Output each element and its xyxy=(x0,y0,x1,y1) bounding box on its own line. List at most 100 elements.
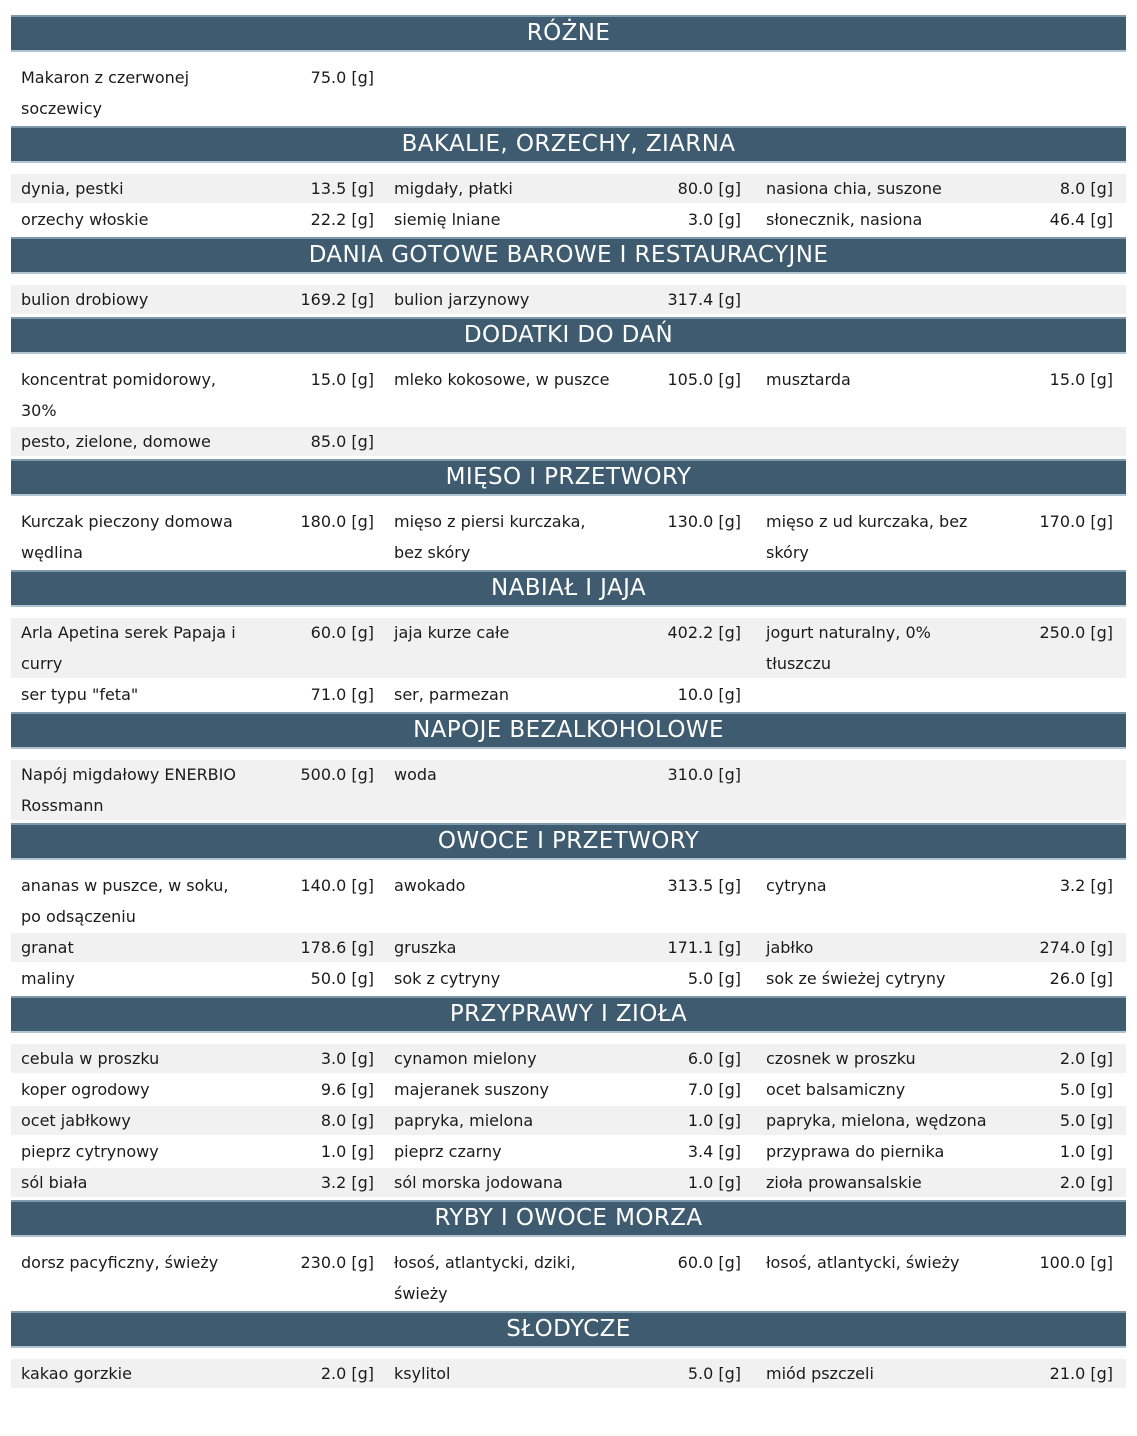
table-row: dorsz pacyficzny, świeży 230.0 [g] łosoś, … xyxy=(11,1247,1126,1309)
item-cell xyxy=(752,679,1126,710)
item-amount: 15.0 [g] xyxy=(1049,370,1113,389)
item-name: maliny xyxy=(21,969,75,988)
table-row: granat 178.6 [g] gruszka 171.1 [g] jabłko 274… xyxy=(11,932,1126,963)
item-amount: 100.0 [g] xyxy=(1039,1253,1113,1272)
item-cell: gruszka 171.1 [g] xyxy=(384,932,752,963)
item-name: sól biała xyxy=(21,1173,88,1192)
item-amount: 105.0 [g] xyxy=(667,370,741,389)
item-name: koper ogrodowy xyxy=(21,1080,150,1099)
item-cell: papryka, mielona, wędzona 5.0 [g] xyxy=(752,1105,1126,1136)
item-cell: słonecznik, nasiona 46.4 [g] xyxy=(752,204,1126,235)
item-name: pieprz cytrynowy xyxy=(21,1142,159,1161)
item-cell: ser, parmezan 10.0 [g] xyxy=(384,679,752,710)
section-title: RÓŻNE xyxy=(526,20,611,46)
item-amount: 8.0 [g] xyxy=(320,1111,374,1130)
item-amount: 5.0 [g] xyxy=(687,969,741,988)
item-name: Arla Apetina serek Papaja i curry xyxy=(21,623,236,673)
item-name: mięso z ud kurczaka, bez skóry xyxy=(766,512,968,562)
item-amount: 310.0 [g] xyxy=(667,765,741,784)
item-cell: jabłko 274.0 [g] xyxy=(752,932,1126,963)
item-cell: dorsz pacyficzny, świeży 230.0 [g] xyxy=(11,1247,384,1309)
item-amount: 3.2 [g] xyxy=(320,1173,374,1192)
table-row: koncentrat pomidorowy, 30% 15.0 [g] mleko … xyxy=(11,364,1126,426)
item-amount: 230.0 [g] xyxy=(300,1253,374,1272)
section-title: DODATKI DO DAŃ xyxy=(463,322,674,348)
item-cell: cytryna 3.2 [g] xyxy=(752,870,1126,932)
item-name: cebula w proszku xyxy=(21,1049,160,1068)
item-name: ksylitol xyxy=(394,1364,451,1383)
table-row: bulion drobiowy 169.2 [g] bulion jarzynowy… xyxy=(11,284,1126,315)
item-cell: nasiona chia, suszone 8.0 [g] xyxy=(752,173,1126,204)
section-header: RYBY I OWOCE MORZA xyxy=(11,1200,1126,1237)
item-cell: Arla Apetina serek Papaja i curry 60.0 [g… xyxy=(11,617,384,679)
table-row: Napój migdałowy ENERBIO Rossmann 500.0 [g… xyxy=(11,759,1126,821)
item-name: gruszka xyxy=(394,938,457,957)
item-amount: 130.0 [g] xyxy=(667,512,741,531)
item-name: ananas w puszce, w soku, po odsączeniu xyxy=(21,876,229,926)
item-name: siemię lniane xyxy=(394,210,501,229)
item-cell: czosnek w proszku 2.0 [g] xyxy=(752,1043,1126,1074)
item-amount: 80.0 [g] xyxy=(677,179,741,198)
section-title: MIĘSO I PRZETWORY xyxy=(445,464,692,490)
item-name: ser typu "feta" xyxy=(21,685,139,704)
item-cell: miód pszczeli 21.0 [g] xyxy=(752,1358,1126,1389)
item-amount: 9.6 [g] xyxy=(320,1080,374,1099)
section-header: DANIA GOTOWE BAROWE I RESTAURACYJNE xyxy=(11,237,1126,274)
item-name: granat xyxy=(21,938,74,957)
item-cell: ocet balsamiczny 5.0 [g] xyxy=(752,1074,1126,1105)
item-cell: przyprawa do piernika 1.0 [g] xyxy=(752,1136,1126,1167)
item-name: sok ze świeżej cytryny xyxy=(766,969,946,988)
item-cell: ser typu "feta" 71.0 [g] xyxy=(11,679,384,710)
item-amount: 180.0 [g] xyxy=(300,512,374,531)
item-name: cynamon mielony xyxy=(394,1049,537,1068)
item-amount: 170.0 [g] xyxy=(1039,512,1113,531)
item-name: słonecznik, nasiona xyxy=(766,210,923,229)
item-cell: ksylitol 5.0 [g] xyxy=(384,1358,752,1389)
item-amount: 85.0 [g] xyxy=(310,432,374,451)
item-amount: 250.0 [g] xyxy=(1039,623,1113,642)
item-cell: awokado 313.5 [g] xyxy=(384,870,752,932)
item-cell: łosoś, atlantycki, dziki, świeży 60.0 [g] xyxy=(384,1247,752,1309)
section-title: SŁODYCZE xyxy=(506,1316,631,1342)
item-amount: 3.0 [g] xyxy=(687,210,741,229)
item-amount: 60.0 [g] xyxy=(677,1253,741,1272)
item-cell: koper ogrodowy 9.6 [g] xyxy=(11,1074,384,1105)
table-row: ananas w puszce, w soku, po odsączeniu 14… xyxy=(11,870,1126,932)
item-amount: 313.5 [g] xyxy=(667,876,741,895)
item-cell: Napój migdałowy ENERBIO Rossmann 500.0 [g… xyxy=(11,759,384,821)
item-cell: zioła prowansalskie 2.0 [g] xyxy=(752,1167,1126,1198)
section-header: OWOCE I PRZETWORY xyxy=(11,823,1126,860)
item-cell: papryka, mielona 1.0 [g] xyxy=(384,1105,752,1136)
item-cell xyxy=(384,426,752,457)
item-cell: sól morska jodowana 1.0 [g] xyxy=(384,1167,752,1198)
item-cell xyxy=(752,759,1126,821)
table-row: Makaron z czerwonej soczewicy 75.0 [g] xyxy=(11,62,1126,124)
item-amount: 1.0 [g] xyxy=(687,1111,741,1130)
item-amount: 46.4 [g] xyxy=(1049,210,1113,229)
item-cell: musztarda 15.0 [g] xyxy=(752,364,1126,426)
item-amount: 5.0 [g] xyxy=(687,1364,741,1383)
item-cell: jogurt naturalny, 0% tłuszczu 250.0 [g] xyxy=(752,617,1126,679)
item-cell: pieprz czarny 3.4 [g] xyxy=(384,1136,752,1167)
item-cell: mięso z ud kurczaka, bez skóry 170.0 [g] xyxy=(752,506,1126,568)
item-cell: kakao gorzkie 2.0 [g] xyxy=(11,1358,384,1389)
item-amount: 8.0 [g] xyxy=(1059,179,1113,198)
item-cell: orzechy włoskie 22.2 [g] xyxy=(11,204,384,235)
item-cell: Makaron z czerwonej soczewicy 75.0 [g] xyxy=(11,62,384,124)
item-name: koncentrat pomidorowy, 30% xyxy=(21,370,216,420)
item-name: sok z cytryny xyxy=(394,969,501,988)
item-cell: maliny 50.0 [g] xyxy=(11,963,384,994)
item-name: migdały, płatki xyxy=(394,179,513,198)
item-amount: 500.0 [g] xyxy=(300,765,374,784)
item-cell: cebula w proszku 3.0 [g] xyxy=(11,1043,384,1074)
item-amount: 5.0 [g] xyxy=(1059,1080,1113,1099)
item-amount: 3.4 [g] xyxy=(687,1142,741,1161)
item-cell: dynia, pestki 13.5 [g] xyxy=(11,173,384,204)
section-header: BAKALIE, ORZECHY, ZIARNA xyxy=(11,126,1126,163)
item-name: pieprz czarny xyxy=(394,1142,502,1161)
item-amount: 71.0 [g] xyxy=(310,685,374,704)
item-name: jaja kurze całe xyxy=(394,623,510,642)
item-cell: cynamon mielony 6.0 [g] xyxy=(384,1043,752,1074)
item-amount: 1.0 [g] xyxy=(687,1173,741,1192)
item-amount: 6.0 [g] xyxy=(687,1049,741,1068)
